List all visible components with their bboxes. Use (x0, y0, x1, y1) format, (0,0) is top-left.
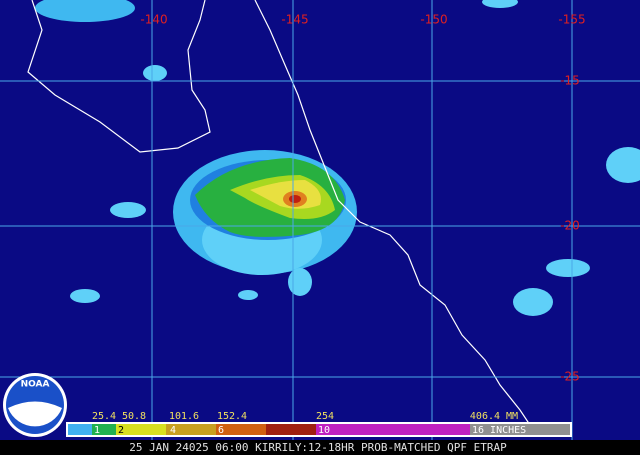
latitude-label: -20 (560, 219, 580, 233)
rain-field (35, 0, 640, 316)
inch-label: 1 (94, 425, 100, 436)
mm-label: 25.4 (92, 411, 116, 422)
noaa-logo: NOAA (3, 373, 67, 437)
legend: 25.4 50.8 101.6 152.4 254 406.4 MM 1 2 4… (66, 411, 572, 437)
graticule (0, 0, 640, 440)
latitude-label: -15 (560, 74, 580, 88)
inch-label: 6 (218, 425, 224, 436)
inch-label: 10 (318, 425, 330, 436)
coastline (27, 0, 531, 426)
mm-label: 254 (316, 411, 334, 422)
mm-label: 152.4 (217, 411, 247, 422)
latitude-label: -25 (560, 370, 580, 384)
inch-label: 16 INCHES (472, 425, 526, 436)
mm-label: 406.4 MM (470, 411, 518, 422)
caption-band (0, 440, 640, 455)
inch-label: 2 (118, 425, 124, 436)
inch-label: 4 (170, 425, 176, 436)
caption: 25 JAN 24025 06:00 KIRRILY:12-18HR PROB-… (129, 441, 507, 454)
longitude-label: -140 (140, 13, 167, 27)
longitude-label: -150 (420, 13, 447, 27)
mm-label: 101.6 (169, 411, 199, 422)
longitude-label: -145 (281, 13, 308, 27)
mm-label: 50.8 (122, 411, 146, 422)
logo-text: NOAA (21, 380, 50, 390)
longitude-label: -155 (558, 13, 585, 27)
